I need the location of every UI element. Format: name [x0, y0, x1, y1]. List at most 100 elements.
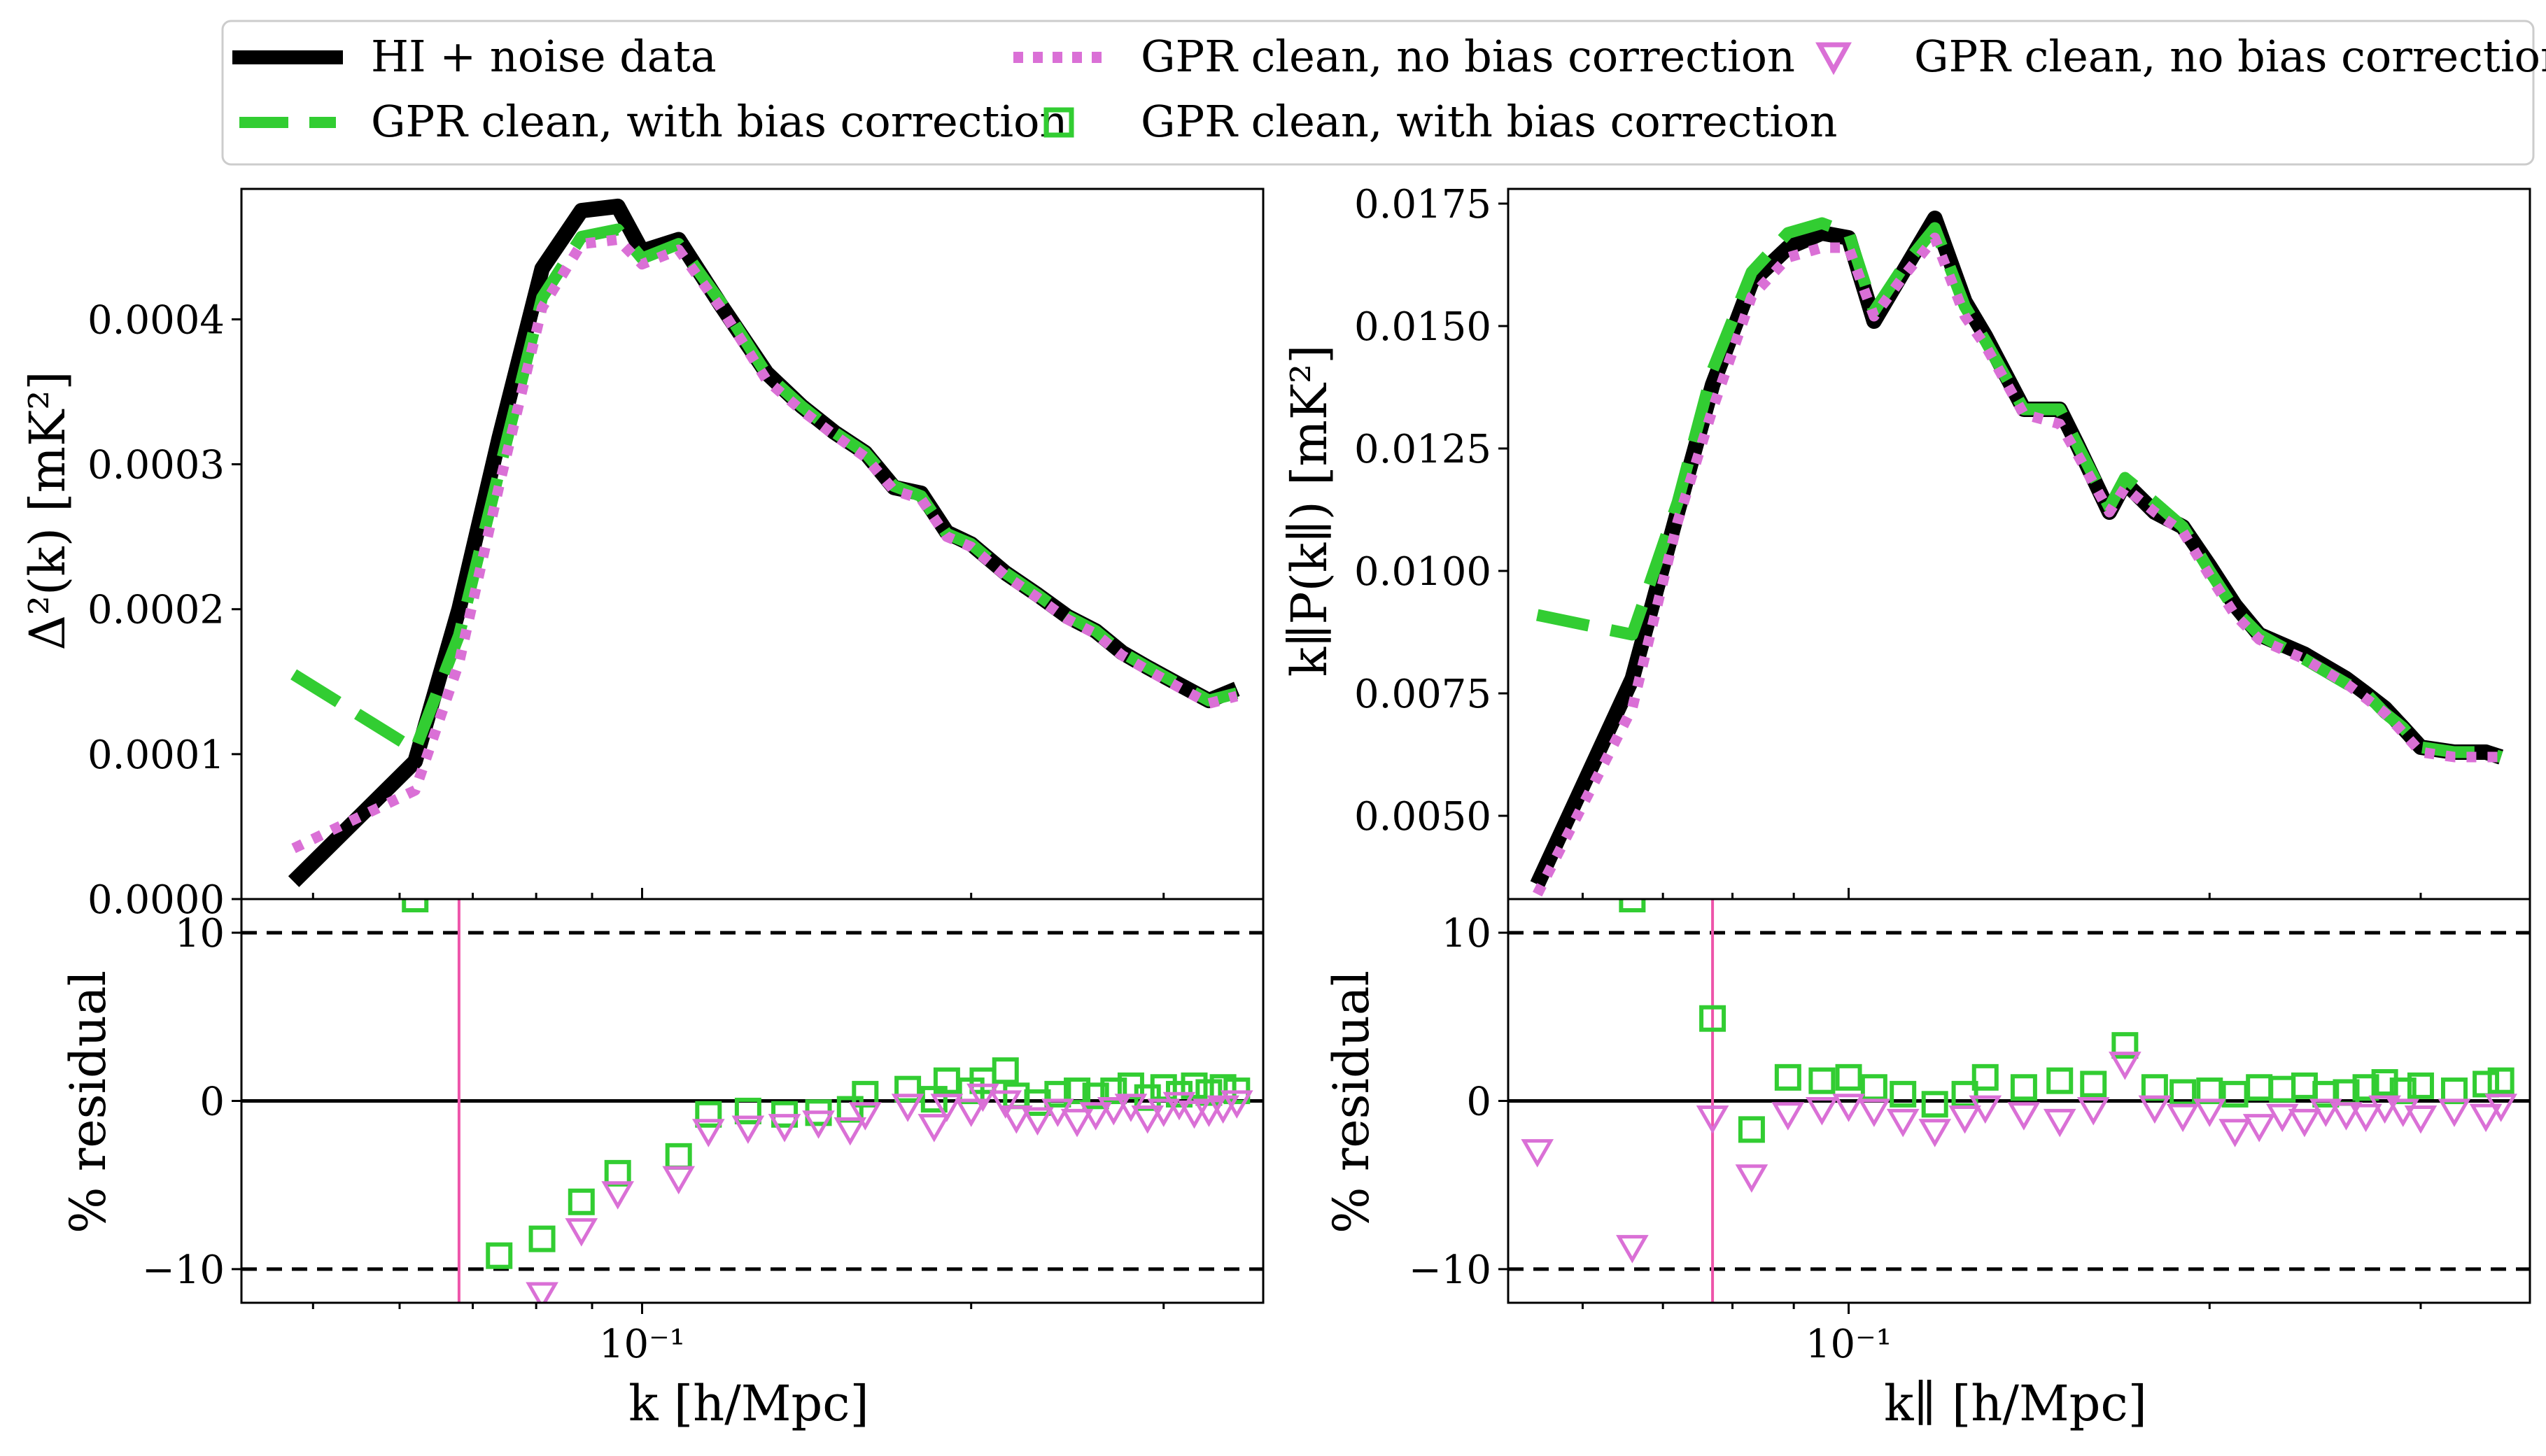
legend-entry-no-bias-marker: GPR clean, no bias correction: [1815, 31, 2546, 82]
main-plot-frame: [240, 188, 1265, 900]
residual-marker-no-bias: [1079, 1102, 1112, 1131]
residual-marker-no-bias: [2166, 1103, 2200, 1133]
legend-label-no-bias-line: GPR clean, no bias correction: [1141, 31, 1795, 82]
residual-marker-no-bias: [917, 1114, 951, 1143]
residual-marker-with-bias: [2246, 1074, 2273, 1101]
residual-marker-with-bias: [2440, 1077, 2468, 1105]
left-x-axis-label: k [h/Mpc]: [628, 1375, 869, 1432]
residual-marker-no-bias: [526, 1282, 558, 1303]
y-tick-label: 0.0000: [87, 877, 225, 923]
legend-label-with-bias-marker: GPR clean, with bias correction: [1141, 96, 1837, 147]
residual-marker-no-bias: [834, 1117, 867, 1146]
residual-marker-no-bias: [662, 1166, 696, 1195]
residual-marker-with-bias: [894, 1075, 922, 1103]
residual-y-tick-label: 10: [1442, 911, 1491, 956]
y-tick-label: 0.0100: [1354, 549, 1491, 595]
residual-marker-no-bias: [1969, 1095, 2002, 1124]
residual-marker-no-bias: [2265, 1103, 2299, 1133]
residual-marker-no-bias: [2043, 1108, 2076, 1138]
residual-marker-with-bias: [1860, 1074, 1887, 1101]
residual-series-area: [241, 899, 1263, 1303]
series-line-no-bias: [1533, 232, 2501, 897]
residual-marker-no-bias: [966, 1083, 999, 1112]
left-y-axis-label: Δ²(k) [mK²]: [19, 371, 76, 650]
right-panel: 0.0050 0.0075 0.0100 0.0125 0.0150 0.0175 10⁻…: [1281, 182, 2531, 1432]
residual-marker-no-bias: [1147, 1098, 1181, 1127]
legend-entry-no-bias-line: GPR clean, no bias correction: [1013, 31, 1795, 82]
residual-marker-with-bias: [604, 1159, 631, 1187]
residual-marker-with-bias: [2196, 1077, 2223, 1105]
right-residual-y-axis-label: % residual: [1323, 970, 1380, 1234]
main-series-area: [1530, 211, 2504, 897]
right-main-plot: 0.0050 0.0075 0.0100 0.0125 0.0150 0.0175: [1354, 182, 2531, 900]
left-main-plot: 0.0000 0.0001 0.0002 0.0003 0.0004: [87, 188, 1265, 923]
residual-marker-with-bias: [1082, 1082, 1109, 1110]
y-tick-label: 0.0004: [87, 297, 225, 343]
residual-marker-no-bias: [2193, 1098, 2226, 1127]
legend: HI + noise data GPR clean, with bias cor…: [221, 20, 2546, 166]
right-y-axis-label: k∥P(k∥) [mK²]: [1281, 345, 1338, 677]
residual-marker-with-bias: [992, 1057, 1019, 1084]
residual-marker-no-bias: [2007, 1102, 2041, 1131]
residual-y-tick-label: 10: [175, 911, 225, 956]
residual-marker-no-bias: [768, 1114, 801, 1143]
y-tick-label: 0.0001: [87, 733, 225, 778]
legend-frame: [221, 20, 2535, 166]
residual-marker-no-bias: [1806, 1097, 1838, 1126]
residual-marker-no-bias: [849, 1102, 882, 1131]
residual-marker-no-bias: [2138, 1095, 2172, 1124]
residual-marker-no-bias: [1178, 1100, 1211, 1129]
x-tick-label: 10⁻¹: [599, 1322, 685, 1367]
series-line-data: [1530, 211, 2504, 888]
residual-marker-with-bias: [1699, 1005, 1726, 1032]
residual-marker-no-bias: [691, 1119, 725, 1147]
y-tick-label: 0.0003: [87, 443, 225, 488]
residual-marker-no-bias: [1220, 1090, 1253, 1119]
residual-marker-no-bias: [1832, 1094, 1865, 1122]
residual-marker-with-bias: [2407, 1072, 2434, 1099]
legend-entry-data: HI + noise data: [232, 31, 717, 82]
residual-marker-no-bias: [1948, 1105, 1981, 1134]
residual-marker-no-bias: [2484, 1094, 2517, 1122]
residual-marker-with-bias: [1195, 1079, 1223, 1106]
residual-marker-with-bias: [1181, 1072, 1208, 1099]
y-tick-label: 0.0125: [1354, 427, 1491, 472]
residual-marker-with-bias: [1921, 1091, 1948, 1118]
residual-marker-no-bias: [2469, 1103, 2503, 1133]
residual-marker-with-bias: [665, 1143, 692, 1170]
residual-marker-no-bias: [2076, 1097, 2110, 1126]
residual-marker-with-bias: [2080, 1070, 2107, 1098]
residual-marker-no-bias: [1097, 1097, 1130, 1126]
residual-marker-no-bias: [1857, 1098, 1891, 1127]
legend-swatch-square-marker: [1043, 107, 1074, 138]
residual-marker-with-bias: [1890, 1080, 1917, 1108]
residual-marker-no-bias: [731, 1115, 765, 1144]
y-tick-label: 0.0175: [1354, 182, 1491, 227]
residual-marker-no-bias: [2330, 1102, 2363, 1131]
y-tick-label: 0.0002: [87, 588, 225, 633]
residual-marker-with-bias: [1808, 1067, 1836, 1094]
residual-marker-with-bias: [528, 1225, 556, 1252]
residual-marker-no-bias: [1771, 1102, 1805, 1131]
residual-y-tick-label: −10: [1409, 1248, 1491, 1293]
residual-marker-with-bias: [2487, 1067, 2515, 1094]
residual-marker-with-bias: [1738, 1116, 1765, 1143]
residual-marker-no-bias: [1000, 1105, 1033, 1134]
residual-marker-no-bias: [1616, 1235, 1649, 1264]
residual-marker-with-bias: [486, 1242, 513, 1269]
residual-y-tick-label: 0: [1466, 1080, 1491, 1125]
residual-marker-with-bias: [1064, 1077, 1091, 1105]
residual-marker-with-bias: [2352, 1074, 2379, 1101]
residual-marker-no-bias: [601, 1181, 635, 1210]
residual-marker-no-bias: [2218, 1119, 2251, 1147]
residual-series-area: [1508, 899, 2530, 1303]
residual-marker-with-bias: [1971, 1063, 1999, 1091]
residual-marker-no-bias: [1021, 1107, 1054, 1136]
residual-marker-no-bias: [1696, 1105, 1729, 1134]
legend-label-with-bias-line: GPR clean, with bias correction: [371, 96, 1067, 147]
residual-marker-no-bias: [1735, 1164, 1768, 1193]
legend-label-data: HI + noise data: [371, 31, 717, 82]
residual-marker-with-bias: [2111, 1032, 2139, 1059]
